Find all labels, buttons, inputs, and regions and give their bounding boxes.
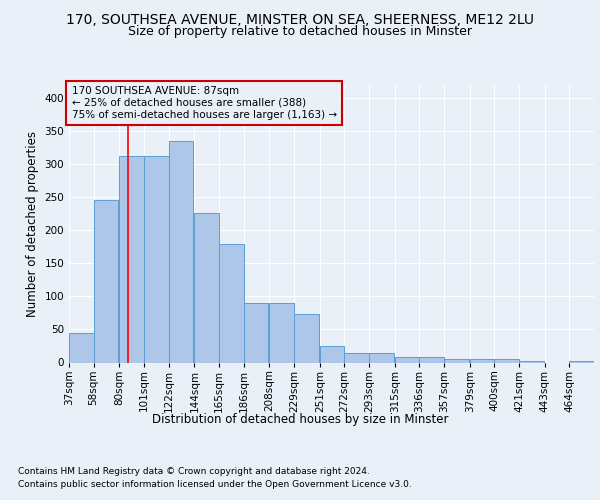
Bar xyxy=(244,303,268,362)
Bar xyxy=(444,359,469,362)
Text: Contains public sector information licensed under the Open Government Licence v3: Contains public sector information licen… xyxy=(18,480,412,489)
Bar xyxy=(320,346,344,362)
Bar xyxy=(94,200,118,362)
Text: Distribution of detached houses by size in Minster: Distribution of detached houses by size … xyxy=(152,412,448,426)
Bar xyxy=(269,303,294,362)
Bar xyxy=(470,359,494,362)
Bar xyxy=(395,356,419,362)
Bar xyxy=(344,352,369,362)
Bar xyxy=(144,156,169,362)
Bar xyxy=(219,244,244,362)
Bar xyxy=(419,356,444,362)
Bar xyxy=(369,352,394,362)
Bar xyxy=(494,359,519,362)
Bar xyxy=(569,360,594,362)
Bar xyxy=(119,156,144,362)
Text: 170, SOUTHSEA AVENUE, MINSTER ON SEA, SHEERNESS, ME12 2LU: 170, SOUTHSEA AVENUE, MINSTER ON SEA, SH… xyxy=(66,12,534,26)
Text: Contains HM Land Registry data © Crown copyright and database right 2024.: Contains HM Land Registry data © Crown c… xyxy=(18,468,370,476)
Bar xyxy=(294,314,319,362)
Y-axis label: Number of detached properties: Number of detached properties xyxy=(26,130,39,317)
Bar xyxy=(69,334,94,362)
Bar xyxy=(194,212,219,362)
Bar xyxy=(519,360,544,362)
Text: Size of property relative to detached houses in Minster: Size of property relative to detached ho… xyxy=(128,25,472,38)
Bar xyxy=(169,141,193,362)
Text: 170 SOUTHSEA AVENUE: 87sqm
← 25% of detached houses are smaller (388)
75% of sem: 170 SOUTHSEA AVENUE: 87sqm ← 25% of deta… xyxy=(71,86,337,120)
